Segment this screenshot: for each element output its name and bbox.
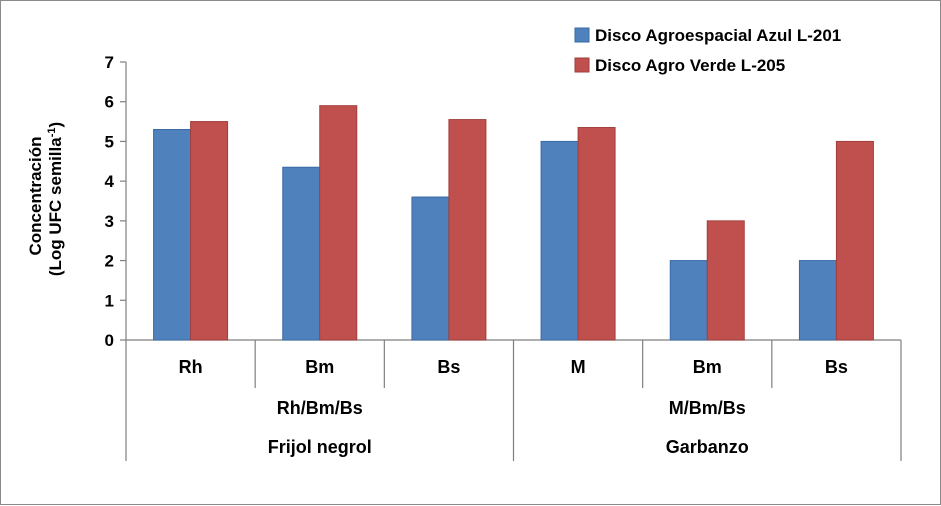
bar-verde-2 — [448, 119, 487, 341]
x-crop-label: Frijol negrol — [268, 437, 372, 457]
x-category-label: Bs — [437, 357, 460, 377]
y-tick-label: 1 — [105, 291, 114, 310]
x-categories: Rh Bm Bs M Bm Bs Rh/Bm/Bs M/Bm/Bs Frijol negrol G… — [125, 340, 902, 461]
legend: Disco Agroespacial Azul L-201 Disco Agro … — [574, 26, 841, 75]
y-tick-label: 6 — [105, 93, 114, 112]
y-axis-label: Concentración (Log UFC semilla-1) — [26, 122, 65, 276]
y-ticks: 0 1 2 3 4 5 6 7 — [105, 53, 126, 350]
axes — [125, 62, 901, 341]
bar-verde-1 — [319, 105, 358, 341]
bar-verde-4 — [706, 220, 745, 341]
y-tick-label: 0 — [105, 331, 114, 350]
bars — [153, 105, 874, 341]
bar-verde-0 — [190, 121, 229, 341]
legend-label: Disco Agroespacial Azul L-201 — [595, 26, 841, 45]
bar-verde-3 — [577, 127, 616, 341]
legend-swatch — [574, 27, 590, 43]
bar-azul-2 — [411, 196, 450, 341]
bar-verde-5 — [835, 140, 874, 341]
x-category-label: Rh — [179, 357, 203, 377]
y-tick-label: 2 — [105, 252, 114, 271]
x-group-label: Rh/Bm/Bs — [277, 398, 363, 418]
x-category-label: Bm — [693, 357, 722, 377]
bar-azul-1 — [282, 166, 321, 341]
bar-azul-5 — [798, 260, 837, 341]
x-category-label: Bm — [305, 357, 334, 377]
y-tick-label: 7 — [105, 53, 114, 72]
x-category-label: M — [571, 357, 586, 377]
legend-label: Disco Agro Verde L-205 — [595, 56, 785, 75]
y-tick-label: 3 — [105, 212, 114, 231]
x-group-label: M/Bm/Bs — [669, 398, 746, 418]
x-crop-label: Garbanzo — [666, 437, 749, 457]
bar-azul-4 — [669, 260, 708, 341]
bar-azul-0 — [153, 129, 192, 341]
y-tick-label: 4 — [105, 172, 115, 191]
x-category-label: Bs — [825, 357, 848, 377]
bar-azul-3 — [540, 140, 579, 341]
legend-swatch — [574, 57, 590, 73]
y-axis-label-line2: (Log UFC semilla-1) — [46, 122, 65, 276]
y-axis-label-line1: Concentración — [26, 136, 45, 255]
y-tick-label: 5 — [105, 132, 114, 151]
